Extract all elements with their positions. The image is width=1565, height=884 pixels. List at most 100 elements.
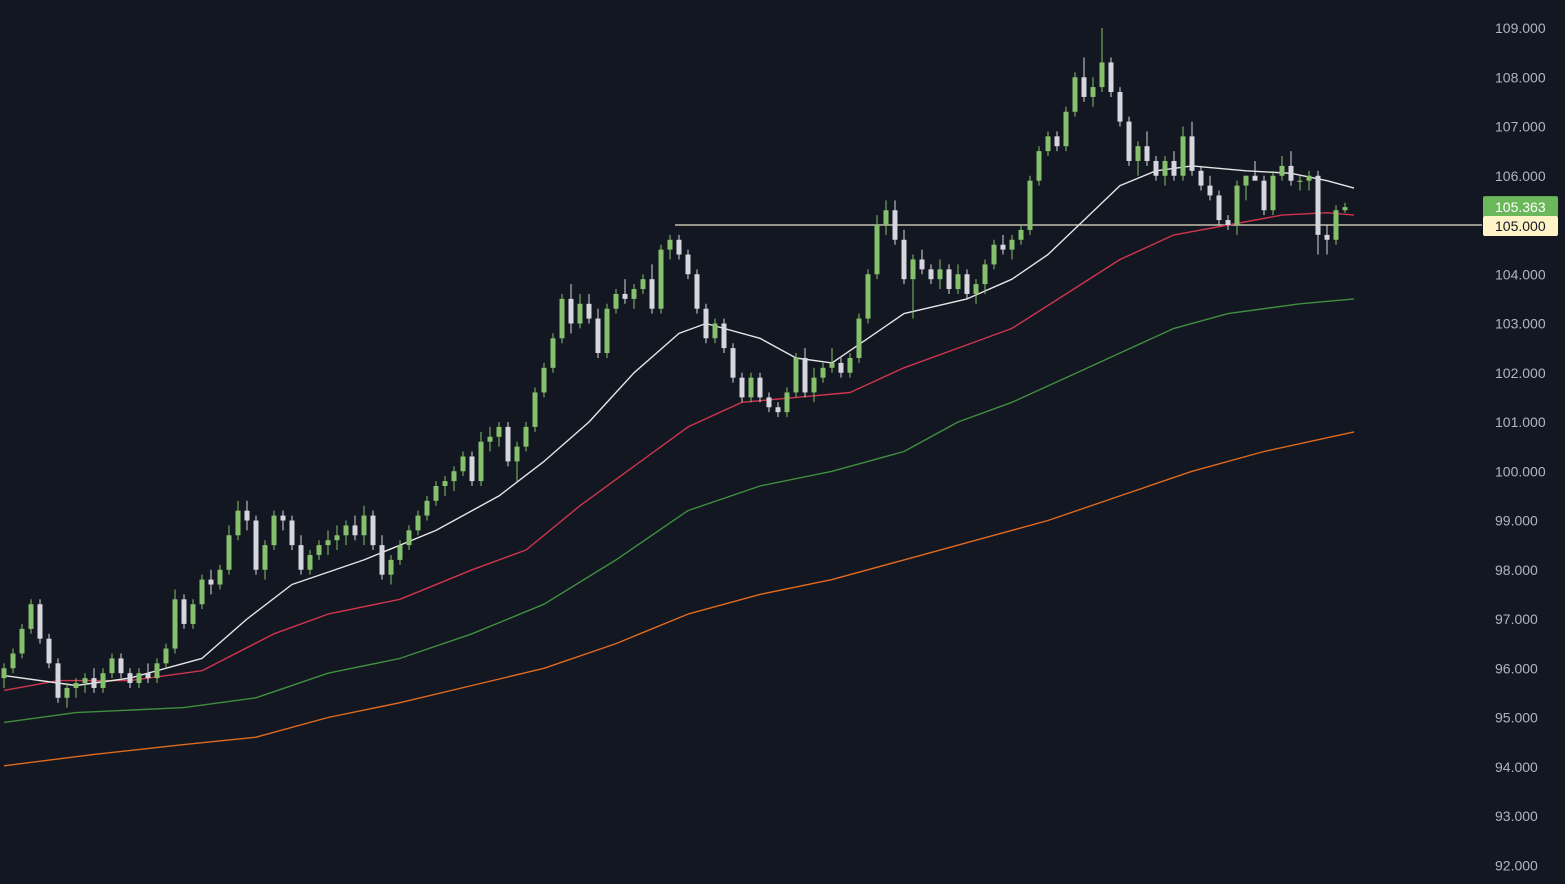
candle-body	[235, 510, 241, 536]
candle	[478, 431, 484, 487]
candle-body	[487, 436, 493, 442]
candle-body	[1000, 244, 1006, 250]
candle	[1180, 126, 1186, 181]
price-badges: 105.363 105.000	[1483, 196, 1558, 236]
ma-fast-line	[3, 165, 1355, 687]
candle	[1333, 205, 1339, 245]
candle-body	[1036, 151, 1042, 181]
candle-body	[631, 289, 637, 299]
candle-body	[541, 367, 547, 393]
candle	[1000, 234, 1006, 255]
candle	[1252, 160, 1258, 181]
candle	[694, 269, 700, 314]
candle-body	[856, 318, 862, 358]
candle	[712, 318, 718, 344]
price-tick-label: 93.000	[1495, 808, 1538, 824]
candle	[136, 668, 142, 688]
candle	[928, 264, 934, 285]
candle-body	[181, 599, 187, 624]
candle	[919, 249, 925, 275]
candle-body	[784, 392, 790, 413]
candle	[1225, 215, 1231, 230]
candle-body	[1054, 136, 1060, 147]
price-tick-label: 103.000	[1495, 316, 1546, 332]
candle-body	[433, 486, 439, 501]
candle-body	[64, 687, 70, 698]
candle-body	[127, 673, 133, 684]
candle	[1009, 234, 1015, 260]
candle	[424, 495, 430, 521]
candle	[577, 293, 583, 329]
candle	[505, 422, 511, 467]
candle-body	[19, 628, 25, 654]
candle	[640, 274, 646, 294]
candle	[1189, 121, 1195, 176]
candle	[892, 200, 898, 245]
candle	[1099, 28, 1105, 93]
candle	[1297, 175, 1303, 191]
candle	[1072, 72, 1078, 117]
candle	[352, 515, 358, 541]
candle	[73, 678, 79, 698]
price-tick-label: 98.000	[1495, 562, 1538, 578]
candle	[586, 293, 592, 324]
candle-body	[550, 338, 556, 368]
candle	[829, 348, 835, 373]
candle-body	[811, 377, 817, 393]
candle	[973, 279, 979, 304]
candle-body	[91, 678, 97, 688]
candle	[19, 623, 25, 659]
candle-body	[199, 579, 205, 605]
candle-body	[667, 239, 673, 250]
candle	[1108, 57, 1114, 97]
candle	[1063, 106, 1069, 152]
candle-body	[613, 293, 619, 309]
candle	[847, 353, 853, 378]
candle-body	[883, 210, 889, 225]
candle-body	[1216, 195, 1222, 221]
candle-body	[370, 515, 376, 546]
candle	[325, 530, 331, 555]
candle	[649, 264, 655, 314]
candle	[838, 357, 844, 378]
candle	[1171, 151, 1177, 181]
candle	[1198, 165, 1204, 191]
candle-body	[217, 569, 223, 585]
price-tick-label: 102.000	[1495, 365, 1546, 381]
candle-body	[1198, 170, 1204, 186]
candle-body	[100, 673, 106, 688]
candle	[523, 422, 529, 452]
candle	[991, 239, 997, 270]
candle-body	[919, 259, 925, 270]
candle-body	[1045, 136, 1051, 152]
candles-layer	[1, 28, 1348, 708]
candle-body	[820, 367, 826, 378]
candle	[964, 269, 970, 299]
candle-body	[1180, 136, 1186, 176]
candle	[784, 387, 790, 418]
candle-body	[271, 515, 277, 546]
candle	[1243, 175, 1249, 201]
candle-body	[451, 471, 457, 482]
candle	[1036, 146, 1042, 186]
candle-body	[1144, 146, 1150, 161]
candle-body	[397, 545, 403, 560]
candle	[676, 234, 682, 260]
candle	[235, 500, 241, 541]
candle	[631, 284, 637, 309]
candle	[595, 308, 601, 358]
candle	[415, 510, 421, 536]
candle-body	[991, 244, 997, 265]
candle-body	[1207, 185, 1213, 196]
candle-body	[1162, 160, 1168, 176]
candle-body	[253, 520, 259, 570]
candle	[253, 515, 259, 575]
candle-body	[136, 673, 142, 684]
candle-body	[1189, 136, 1195, 171]
candle-body	[361, 515, 367, 536]
candle-body	[739, 377, 745, 398]
candle-body	[910, 259, 916, 280]
candle-body	[1027, 180, 1033, 230]
